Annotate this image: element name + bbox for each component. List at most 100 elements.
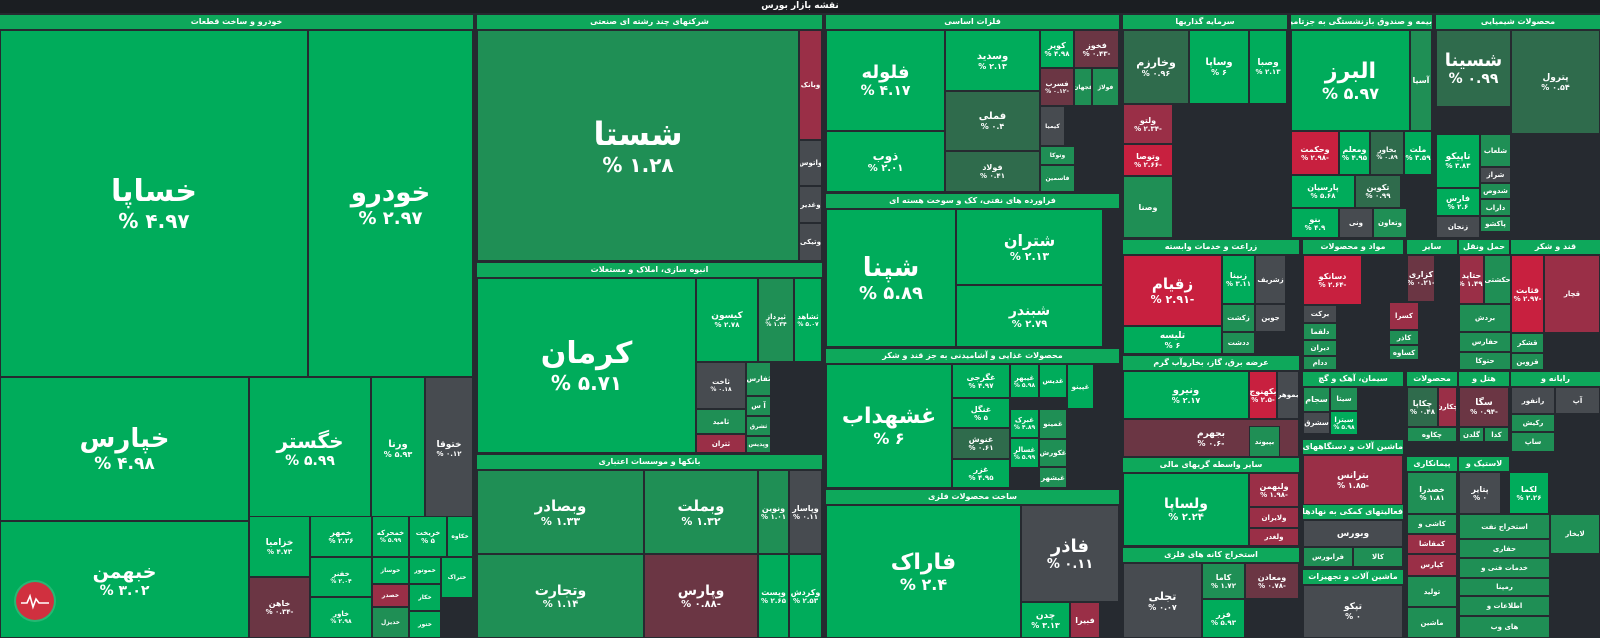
treemap-tile[interactable]: پترول ۰.۵۴ % <box>1511 30 1600 134</box>
treemap-tile[interactable]: شپنا ۵.۸۹ % <box>826 209 956 347</box>
treemap-tile[interactable]: بپیوند <box>1249 426 1280 457</box>
treemap-tile[interactable]: ختور <box>409 611 441 638</box>
treemap-tile[interactable]: ولبهمن -۱.۹۸ % <box>1249 473 1299 507</box>
treemap-tile[interactable]: وپارس -۰.۸۸ % <box>644 554 758 638</box>
treemap-tile[interactable]: وتجارت ۱.۱۴ % <box>477 554 644 638</box>
treemap-tile[interactable]: غبرک ۴.۸۹ % <box>1010 409 1039 438</box>
treemap-tile[interactable]: کسرا <box>1389 302 1419 330</box>
treemap-tile[interactable]: فزر ۵.۹۳ % <box>1202 599 1245 638</box>
treemap-tile[interactable]: زنجان <box>1436 216 1480 238</box>
treemap-tile[interactable]: کرمان ۵.۷۱ % <box>477 278 696 453</box>
treemap-tile[interactable]: دیران <box>1303 340 1337 356</box>
treemap-tile[interactable]: ثامید <box>696 409 746 434</box>
treemap-tile[interactable]: رمپنا <box>1459 578 1550 596</box>
treemap-tile[interactable]: ددشت <box>1222 332 1255 354</box>
treemap-tile[interactable]: پاکشو <box>1480 216 1511 232</box>
treemap-tile[interactable]: فاذر ۰.۱۱ % <box>1021 505 1119 602</box>
treemap-tile[interactable]: غیبهر ۵.۹۸ % <box>1010 364 1039 398</box>
treemap-tile[interactable]: رانفور <box>1511 387 1555 414</box>
treemap-tile[interactable]: غزر ۴.۹۵ % <box>952 459 1010 488</box>
treemap-tile[interactable]: ذوب ۲.۰۱ % <box>826 131 945 192</box>
treemap-tile[interactable]: خبهمن ۳.۰۲ % <box>0 521 249 638</box>
treemap-tile[interactable]: حفارس <box>1459 332 1511 352</box>
treemap-tile[interactable]: وخارزم ۰.۹۶ % <box>1123 30 1189 104</box>
treemap-tile[interactable]: ساپ <box>1511 432 1555 452</box>
treemap-tile[interactable]: قثابت -۲.۹۷ % <box>1511 255 1544 333</box>
treemap-tile[interactable]: چکارن <box>1438 387 1457 427</box>
treemap-tile[interactable]: جوین <box>1255 304 1286 332</box>
treemap-tile[interactable]: کمقاشا <box>1407 534 1457 554</box>
treemap-tile[interactable]: وتعاون <box>1373 208 1407 238</box>
treemap-tile[interactable]: لکما ۲.۲۶ % <box>1509 472 1549 514</box>
treemap-tile[interactable]: قزوین <box>1511 353 1544 370</box>
treemap-tile[interactable]: وکردش ۲.۵۳ % <box>789 554 822 638</box>
treemap-tile[interactable]: کاما ۱.۷۲ % <box>1202 563 1245 599</box>
treemap-tile[interactable]: داراب <box>1480 199 1511 216</box>
treemap-tile[interactable]: شستا ۱.۲۸ % <box>477 30 799 261</box>
treemap-tile[interactable]: کاشی و <box>1407 514 1457 534</box>
treemap-tile[interactable]: خپارس ۴.۹۸ % <box>0 377 249 521</box>
treemap-tile[interactable]: کیمیا <box>1040 106 1065 146</box>
treemap-tile[interactable]: تجلی ۰.۰۷ % <box>1123 563 1202 638</box>
treemap-tile[interactable]: خصدر <box>372 584 409 607</box>
treemap-tile[interactable]: فولاژ <box>1092 68 1119 106</box>
treemap-tile[interactable]: زبینا ۳.۱۱ % <box>1222 255 1255 304</box>
treemap-tile[interactable]: فرابورس <box>1303 547 1353 567</box>
treemap-tile[interactable]: حفاری <box>1459 539 1550 558</box>
treemap-tile[interactable]: خاور ۲.۹۸ % <box>310 597 372 638</box>
treemap-tile[interactable]: قشکر <box>1511 333 1544 353</box>
treemap-tile[interactable]: غپینو <box>1067 364 1094 409</box>
treemap-tile[interactable]: خگستر ۵.۹۹ % <box>249 377 371 521</box>
treemap-tile[interactable]: ثشرق <box>746 416 771 436</box>
treemap-tile[interactable]: فلوله ۴.۱۷ % <box>826 30 945 131</box>
treemap-tile[interactable]: غکورش <box>1039 439 1067 467</box>
treemap-tile[interactable]: ثتران <box>696 434 746 453</box>
treemap-tile[interactable]: سیتزا ۵.۹۸ % <box>1330 411 1358 435</box>
treemap-tile[interactable]: حتوکا <box>1459 352 1511 370</box>
treemap-tile[interactable]: ولغدر <box>1249 528 1299 546</box>
treemap-tile[interactable]: فجهان <box>1074 68 1092 106</box>
treemap-tile[interactable]: ثپرداز ۱.۳۴ % <box>758 278 794 362</box>
treemap-tile[interactable]: ولتو -۲.۳۴ % <box>1123 104 1173 144</box>
treemap-tile[interactable]: فاسمین <box>1040 165 1075 192</box>
treemap-tile[interactable]: وپدیس <box>746 436 771 453</box>
treemap-tile[interactable]: تکوین ۰.۹۹ % <box>1355 175 1401 208</box>
treemap-tile[interactable]: غنگل ۵ % <box>952 398 1010 428</box>
treemap-tile[interactable]: چکاوه <box>1407 427 1457 442</box>
treemap-tile[interactable]: آسیا <box>1410 30 1432 131</box>
treemap-tile[interactable]: تاپیکو ۳.۸۳ % <box>1436 134 1480 188</box>
treemap-tile[interactable]: وبصادر ۱.۳۳ % <box>477 470 644 554</box>
treemap-tile[interactable]: زشریف <box>1255 255 1286 304</box>
treemap-tile[interactable]: کاذر <box>1389 330 1419 345</box>
treemap-tile[interactable]: بنو ۴.۹ % <box>1291 208 1339 238</box>
treemap-tile[interactable]: سیتا <box>1330 387 1358 411</box>
treemap-tile[interactable]: کیسون ۲.۷۸ % <box>696 278 758 362</box>
treemap-tile[interactable]: خکاوه <box>447 516 473 557</box>
treemap-tile[interactable]: کساوه <box>1389 345 1419 360</box>
treemap-tile[interactable]: شسینا ۰.۹۹ % <box>1436 30 1511 107</box>
treemap-tile[interactable]: ونوین ۱.۰۱ % <box>758 470 789 554</box>
treemap-tile[interactable]: وپاسار ۰.۱۱ % <box>789 470 822 554</box>
treemap-tile[interactable]: غنوش ۰.۶۱ % <box>952 428 1010 459</box>
treemap-tile[interactable]: وسدید ۲.۱۳ % <box>945 30 1040 91</box>
treemap-tile[interactable]: تولید <box>1407 576 1457 607</box>
treemap-tile[interactable]: شتران ۲.۱۳ % <box>956 209 1103 285</box>
treemap-tile[interactable]: غشهداب ۶ % <box>826 364 952 488</box>
treemap-tile[interactable]: پتایر ۰ % <box>1459 472 1501 514</box>
treemap-tile[interactable]: زکشت <box>1222 304 1255 332</box>
treemap-tile[interactable]: کدا <box>1484 427 1509 442</box>
treemap-tile[interactable]: خزامیا ۴.۷۳ % <box>249 516 310 577</box>
treemap-tile[interactable]: ونیرو ۲.۱۷ % <box>1123 371 1249 419</box>
treemap-tile[interactable]: خصدرا ۱.۸۱ % <box>1407 472 1457 514</box>
treemap-tile[interactable]: ومعادن -۰.۷۸ % <box>1245 563 1299 599</box>
treemap-tile[interactable]: فارس ۲.۶ % <box>1436 188 1480 216</box>
treemap-tile[interactable]: غبشهر <box>1039 467 1067 488</box>
treemap-tile[interactable]: ثفارس <box>746 362 771 396</box>
treemap-tile[interactable]: آپ <box>1555 387 1600 414</box>
treemap-tile[interactable]: ولساپا ۲.۲۴ % <box>1123 473 1249 546</box>
treemap-tile[interactable]: ملت ۳.۵۹ % <box>1404 131 1432 175</box>
treemap-tile[interactable]: برکت <box>1303 305 1337 323</box>
treemap-tile[interactable]: رکیش <box>1511 414 1555 432</box>
treemap-tile[interactable]: وتیکی <box>799 223 822 261</box>
treemap-tile[interactable]: خفنر ۲.۰۴ % <box>310 557 372 597</box>
